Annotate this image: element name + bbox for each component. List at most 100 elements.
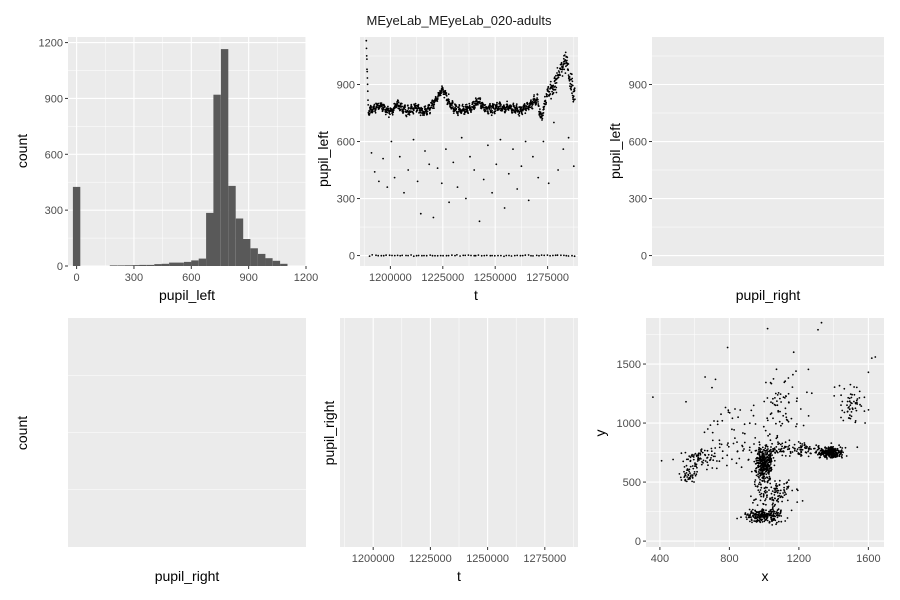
trace-point xyxy=(571,80,574,83)
gaze-point xyxy=(787,377,790,379)
gaze-point xyxy=(758,454,761,456)
gaze-point xyxy=(841,447,844,449)
gaze-point xyxy=(765,381,767,384)
gaze-point xyxy=(825,454,828,457)
zero-point xyxy=(540,254,543,256)
gaze-point xyxy=(692,455,694,458)
gaze-point xyxy=(761,480,764,482)
zero-point xyxy=(415,254,418,257)
gaze-point xyxy=(770,446,772,448)
gaze-point xyxy=(715,467,718,470)
trace-point xyxy=(400,102,403,105)
gaze-point xyxy=(770,510,773,513)
trace-point xyxy=(444,90,447,92)
gaze-point xyxy=(763,520,766,523)
gaze-point xyxy=(788,444,791,447)
gaze-point xyxy=(796,448,799,451)
trace-point xyxy=(446,102,449,104)
trace-point xyxy=(567,63,570,65)
gaze-point xyxy=(691,474,694,477)
trace-point xyxy=(555,91,558,94)
trace-point xyxy=(554,88,557,91)
gaze-point xyxy=(761,513,764,516)
trace-point xyxy=(556,67,559,69)
trace-point xyxy=(436,97,439,99)
trace-point xyxy=(537,101,539,103)
x-tick-label: 1200000 xyxy=(352,553,395,565)
gaze-point xyxy=(782,492,784,494)
y-tick-label: 1000 xyxy=(617,418,641,430)
gaze-point xyxy=(783,494,786,496)
gaze-point xyxy=(758,443,761,446)
gaze-point xyxy=(801,500,804,502)
trace-point xyxy=(561,68,564,70)
gaze-point xyxy=(685,400,687,403)
gaze-point xyxy=(660,459,663,462)
zero-point xyxy=(513,254,516,257)
gaze-point xyxy=(787,392,790,395)
trace-point xyxy=(552,84,555,87)
x-tick-label: 1275000 xyxy=(526,272,569,284)
gaze-point xyxy=(768,510,770,513)
trace-point xyxy=(452,112,455,114)
gaze-point xyxy=(763,479,766,481)
trace-point xyxy=(405,115,408,118)
gaze-point xyxy=(760,495,762,498)
gaze-point xyxy=(832,445,834,448)
gaze-point xyxy=(755,457,758,459)
zero-point xyxy=(483,254,486,257)
outlier-point xyxy=(460,136,463,139)
trace-point xyxy=(496,101,498,104)
gaze-point xyxy=(855,399,858,402)
trace-point xyxy=(554,85,556,88)
gaze-point xyxy=(848,397,851,400)
gaze-point xyxy=(767,450,770,453)
gaze-point xyxy=(770,517,772,519)
gaze-point xyxy=(777,441,779,443)
gaze-point xyxy=(704,460,707,462)
gaze-point xyxy=(817,452,820,455)
trace-point xyxy=(457,110,460,113)
histogram-bar xyxy=(220,49,229,266)
trace-point xyxy=(515,105,518,108)
gaze-point xyxy=(687,474,690,477)
gaze-point xyxy=(731,428,733,431)
gaze-point xyxy=(782,396,785,399)
gaze-point xyxy=(796,501,799,503)
trace-point xyxy=(571,84,574,87)
gaze-point xyxy=(806,391,808,394)
gaze-point xyxy=(741,445,744,448)
trace-point xyxy=(412,112,415,115)
trace-point xyxy=(533,95,535,98)
trace-point xyxy=(483,107,485,109)
x-axis-title: pupil_left xyxy=(159,287,215,303)
outlier-point xyxy=(473,169,476,171)
gaze-point xyxy=(848,406,850,408)
zero-point xyxy=(445,254,448,257)
zero-point xyxy=(485,254,488,257)
gaze-point xyxy=(753,520,755,522)
gaze-point xyxy=(840,451,843,453)
gaze-point xyxy=(754,462,757,465)
gaze-point xyxy=(764,499,766,502)
gaze-point xyxy=(758,462,761,465)
trace-point xyxy=(567,74,570,76)
gaze-point xyxy=(684,473,686,475)
gaze-point xyxy=(778,479,781,482)
gaze-point xyxy=(782,414,785,417)
gaze-point xyxy=(800,446,802,449)
gaze-point xyxy=(733,429,735,431)
gaze-point xyxy=(805,445,807,447)
gaze-point xyxy=(840,449,843,451)
trace-point xyxy=(374,108,377,111)
trace-point xyxy=(570,78,572,81)
trace-point xyxy=(564,62,566,65)
gaze-point xyxy=(784,395,787,397)
gaze-point xyxy=(765,514,768,517)
trace-point xyxy=(366,68,368,71)
gaze-point xyxy=(758,483,760,486)
gaze-point xyxy=(777,512,780,514)
gaze-point xyxy=(769,482,772,485)
gaze-point xyxy=(832,451,834,454)
gaze-point xyxy=(830,451,833,454)
